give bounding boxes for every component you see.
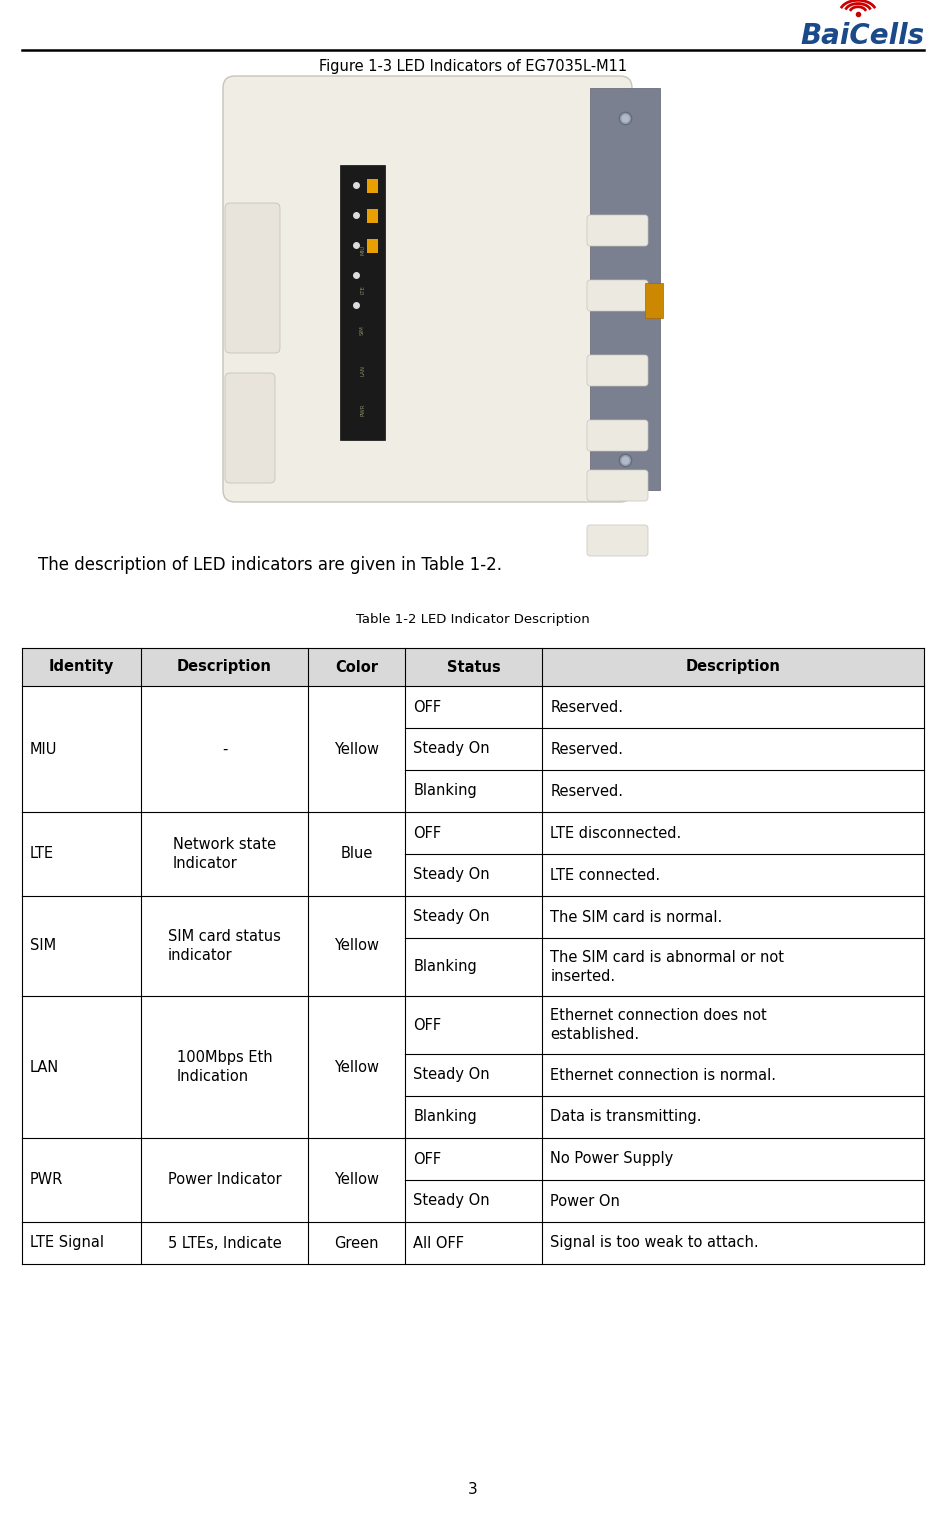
- Text: MIU: MIU: [360, 245, 365, 256]
- Text: LTE: LTE: [360, 286, 365, 295]
- Text: Reserved.: Reserved.: [551, 699, 623, 714]
- Text: Identity: Identity: [49, 660, 114, 675]
- Text: Yellow: Yellow: [334, 938, 379, 953]
- Text: Color: Color: [335, 660, 378, 675]
- Text: LAN: LAN: [360, 365, 365, 375]
- Bar: [367, 179, 378, 194]
- Text: OFF: OFF: [413, 826, 442, 841]
- Text: Signal is too weak to attach.: Signal is too weak to attach.: [551, 1236, 759, 1251]
- Text: All OFF: All OFF: [413, 1236, 464, 1251]
- Text: PWR: PWR: [360, 404, 365, 416]
- Text: Blue: Blue: [341, 846, 373, 861]
- Text: Blanking: Blanking: [413, 784, 477, 799]
- Text: Green: Green: [334, 1236, 379, 1251]
- FancyBboxPatch shape: [587, 421, 648, 451]
- Bar: [22, 648, 924, 685]
- Text: OFF: OFF: [413, 1151, 442, 1167]
- Text: 100Mbps Eth
Indication: 100Mbps Eth Indication: [177, 1050, 272, 1085]
- Text: The description of LED indicators are given in Table 1-2.: The description of LED indicators are gi…: [38, 555, 502, 573]
- Text: Yellow: Yellow: [334, 741, 379, 756]
- Text: LAN: LAN: [30, 1059, 60, 1074]
- Bar: [367, 239, 378, 253]
- Text: Description: Description: [686, 660, 780, 675]
- Text: Network state
Indicator: Network state Indicator: [173, 837, 276, 871]
- FancyBboxPatch shape: [225, 374, 275, 483]
- FancyBboxPatch shape: [225, 203, 280, 353]
- Bar: [645, 283, 663, 318]
- Text: LTE connected.: LTE connected.: [551, 867, 660, 882]
- Text: Table 1-2 LED Indicator Description: Table 1-2 LED Indicator Description: [356, 613, 590, 626]
- Text: Yellow: Yellow: [334, 1173, 379, 1188]
- Bar: [340, 165, 385, 440]
- FancyBboxPatch shape: [587, 471, 648, 501]
- Text: SIM: SIM: [30, 938, 56, 953]
- Text: No Power Supply: No Power Supply: [551, 1151, 674, 1167]
- Text: Ethernet connection is normal.: Ethernet connection is normal.: [551, 1068, 777, 1082]
- Text: The SIM card is abnormal or not
inserted.: The SIM card is abnormal or not inserted…: [551, 950, 784, 983]
- Text: Steady On: Steady On: [413, 909, 490, 924]
- Text: Description: Description: [177, 660, 272, 675]
- Text: Steady On: Steady On: [413, 867, 490, 882]
- FancyBboxPatch shape: [587, 356, 648, 386]
- Text: OFF: OFF: [413, 699, 442, 714]
- FancyBboxPatch shape: [587, 215, 648, 247]
- Text: Reserved.: Reserved.: [551, 784, 623, 799]
- Text: Data is transmitting.: Data is transmitting.: [551, 1109, 702, 1124]
- Bar: [200, 80, 710, 499]
- Text: The SIM card is normal.: The SIM card is normal.: [551, 909, 723, 924]
- Text: LTE: LTE: [30, 846, 54, 861]
- Text: Status: Status: [447, 660, 500, 675]
- Text: 3: 3: [468, 1483, 478, 1498]
- Text: MIU: MIU: [30, 741, 58, 756]
- Text: BaiCells: BaiCells: [800, 23, 924, 50]
- FancyBboxPatch shape: [223, 76, 632, 502]
- Text: Blanking: Blanking: [413, 959, 477, 974]
- Text: Steady On: Steady On: [413, 741, 490, 756]
- Text: 5 LTEs, Indicate: 5 LTEs, Indicate: [167, 1236, 281, 1251]
- Text: OFF: OFF: [413, 1018, 442, 1032]
- Text: Reserved.: Reserved.: [551, 741, 623, 756]
- Text: Steady On: Steady On: [413, 1194, 490, 1209]
- Text: LTE disconnected.: LTE disconnected.: [551, 826, 682, 841]
- Text: SIM: SIM: [360, 325, 365, 334]
- Text: Power Indicator: Power Indicator: [167, 1173, 281, 1188]
- Text: LTE Signal: LTE Signal: [30, 1236, 104, 1251]
- Text: PWR: PWR: [30, 1173, 63, 1188]
- Text: Steady On: Steady On: [413, 1068, 490, 1082]
- Bar: [590, 88, 660, 490]
- Text: Blanking: Blanking: [413, 1109, 477, 1124]
- Text: Ethernet connection does not
established.: Ethernet connection does not established…: [551, 1008, 767, 1042]
- FancyBboxPatch shape: [587, 280, 648, 312]
- Text: Figure 1-3 LED Indicators of EG7035L-M11: Figure 1-3 LED Indicators of EG7035L-M11: [319, 59, 627, 74]
- Text: Yellow: Yellow: [334, 1059, 379, 1074]
- Text: SIM card status
indicator: SIM card status indicator: [168, 929, 281, 964]
- Text: -: -: [221, 741, 227, 756]
- Bar: [367, 209, 378, 222]
- FancyBboxPatch shape: [587, 525, 648, 555]
- Text: Power On: Power On: [551, 1194, 621, 1209]
